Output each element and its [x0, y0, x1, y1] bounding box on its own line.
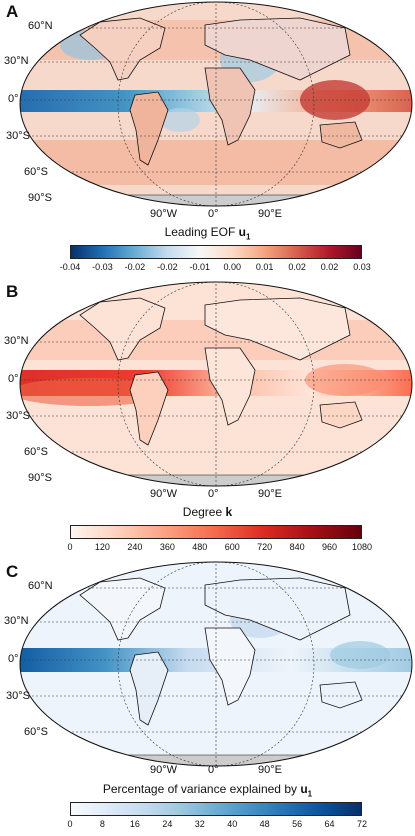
lon-label: 0° [208, 488, 219, 500]
colorbar-ticks: 0 8 16 24 32 40 48 56 64 72 [67, 819, 367, 831]
colorbar-tick-label: 120 [94, 542, 110, 552]
colorbar-tick-label: 720 [257, 542, 273, 552]
colorbar-tick-label: 1080 [351, 542, 373, 552]
colorbar-tick-label: 8 [99, 819, 105, 829]
colorbar-tick-label: 16 [129, 819, 140, 829]
colorbar-tick-label: 0.03 [353, 262, 371, 272]
lat-label: 60°N [28, 20, 53, 32]
map-variance-explained [19, 561, 413, 767]
colorbar-tick-label: 360 [159, 542, 175, 552]
panel-c: C [0, 560, 415, 836]
lat-label: 30°S [6, 410, 30, 422]
lat-label: 30°S [6, 690, 30, 702]
colorbar-tick-label: 0.00 [223, 262, 241, 272]
colorbar-tick-label: -0.04 [59, 262, 81, 272]
lon-label: 0° [208, 208, 219, 220]
colorbar-tick-label: 480 [192, 542, 208, 552]
map-leading-eof [19, 1, 413, 207]
colorbar-tick-label: 24 [162, 819, 173, 829]
colorbar-tick-label: 840 [289, 542, 305, 552]
map-caption: Percentage of variance explained by u1 [102, 782, 313, 799]
colorbar-tick-label: 240 [127, 542, 143, 552]
colorbar-tick-label: -0.01 [189, 262, 211, 272]
lat-label: 60°S [24, 726, 48, 738]
panel-a: A [0, 0, 415, 280]
panel-letter: B [6, 282, 19, 301]
colorbar-tick-label: 0 [67, 819, 73, 829]
lat-label: 60°N [28, 580, 53, 592]
colorbar [70, 802, 362, 816]
colorbar [70, 525, 362, 539]
lon-label: 0° [208, 764, 219, 776]
colorbar-tick-label: 0.01 [255, 262, 274, 272]
panel-letter: C [6, 562, 19, 581]
colorbar-tick-label: 600 [224, 542, 240, 552]
colorbar-tick-label: 0.02 [288, 262, 306, 272]
colorbar-tick-label: -0.03 [92, 262, 113, 272]
map-caption: Degree k [182, 505, 233, 519]
panel-letter: A [6, 2, 19, 21]
lat-label: 30°N [4, 615, 29, 627]
lon-label: 90°E [258, 488, 282, 500]
lat-label: 30°N [4, 335, 29, 347]
colorbar-tick-label: 0.02 [320, 262, 339, 272]
colorbar-tick-label: 56 [292, 819, 303, 829]
lat-label: 0° [8, 93, 19, 105]
colorbar-tick-label: -0.02 [124, 262, 146, 272]
lon-label: 90°W [150, 764, 178, 776]
lon-label: 90°W [150, 488, 178, 500]
lon-label: 90°W [150, 208, 178, 220]
lat-label: 60°S [24, 166, 48, 178]
colorbar-tick-label: 0 [67, 542, 73, 552]
colorbar-tick-label: 40 [227, 819, 238, 829]
lat-label: 60°S [24, 446, 48, 458]
colorbar-tick-label: 32 [194, 819, 205, 829]
lat-label: 30°N [4, 55, 29, 67]
map-caption: Leading EOF u1 [164, 225, 251, 242]
panel-b: B [0, 280, 415, 560]
lat-label: 0° [8, 653, 19, 665]
lat-label: 30°S [6, 130, 30, 142]
lat-label: 90°S [28, 192, 52, 204]
map-degree [19, 281, 413, 487]
colorbar-tick-label: 960 [322, 542, 338, 552]
colorbar [70, 245, 362, 259]
colorbar-ticks: 0 120 240 360 480 600 720 840 960 1080 [67, 542, 372, 554]
colorbar-tick-label: -0.02 [157, 262, 178, 272]
lat-label: 90°S [28, 472, 52, 484]
lon-label: 90°E [258, 208, 282, 220]
colorbar-tick-label: 64 [324, 819, 335, 829]
lat-label: 0° [8, 373, 19, 385]
colorbar-ticks: -0.04 -0.03 -0.02 -0.02 -0.01 0.00 0.01 0.02 0.0… [60, 262, 371, 274]
colorbar-tick-label: 72 [356, 819, 368, 829]
colorbar-tick-label: 48 [259, 819, 270, 829]
lon-label: 90°E [258, 764, 282, 776]
